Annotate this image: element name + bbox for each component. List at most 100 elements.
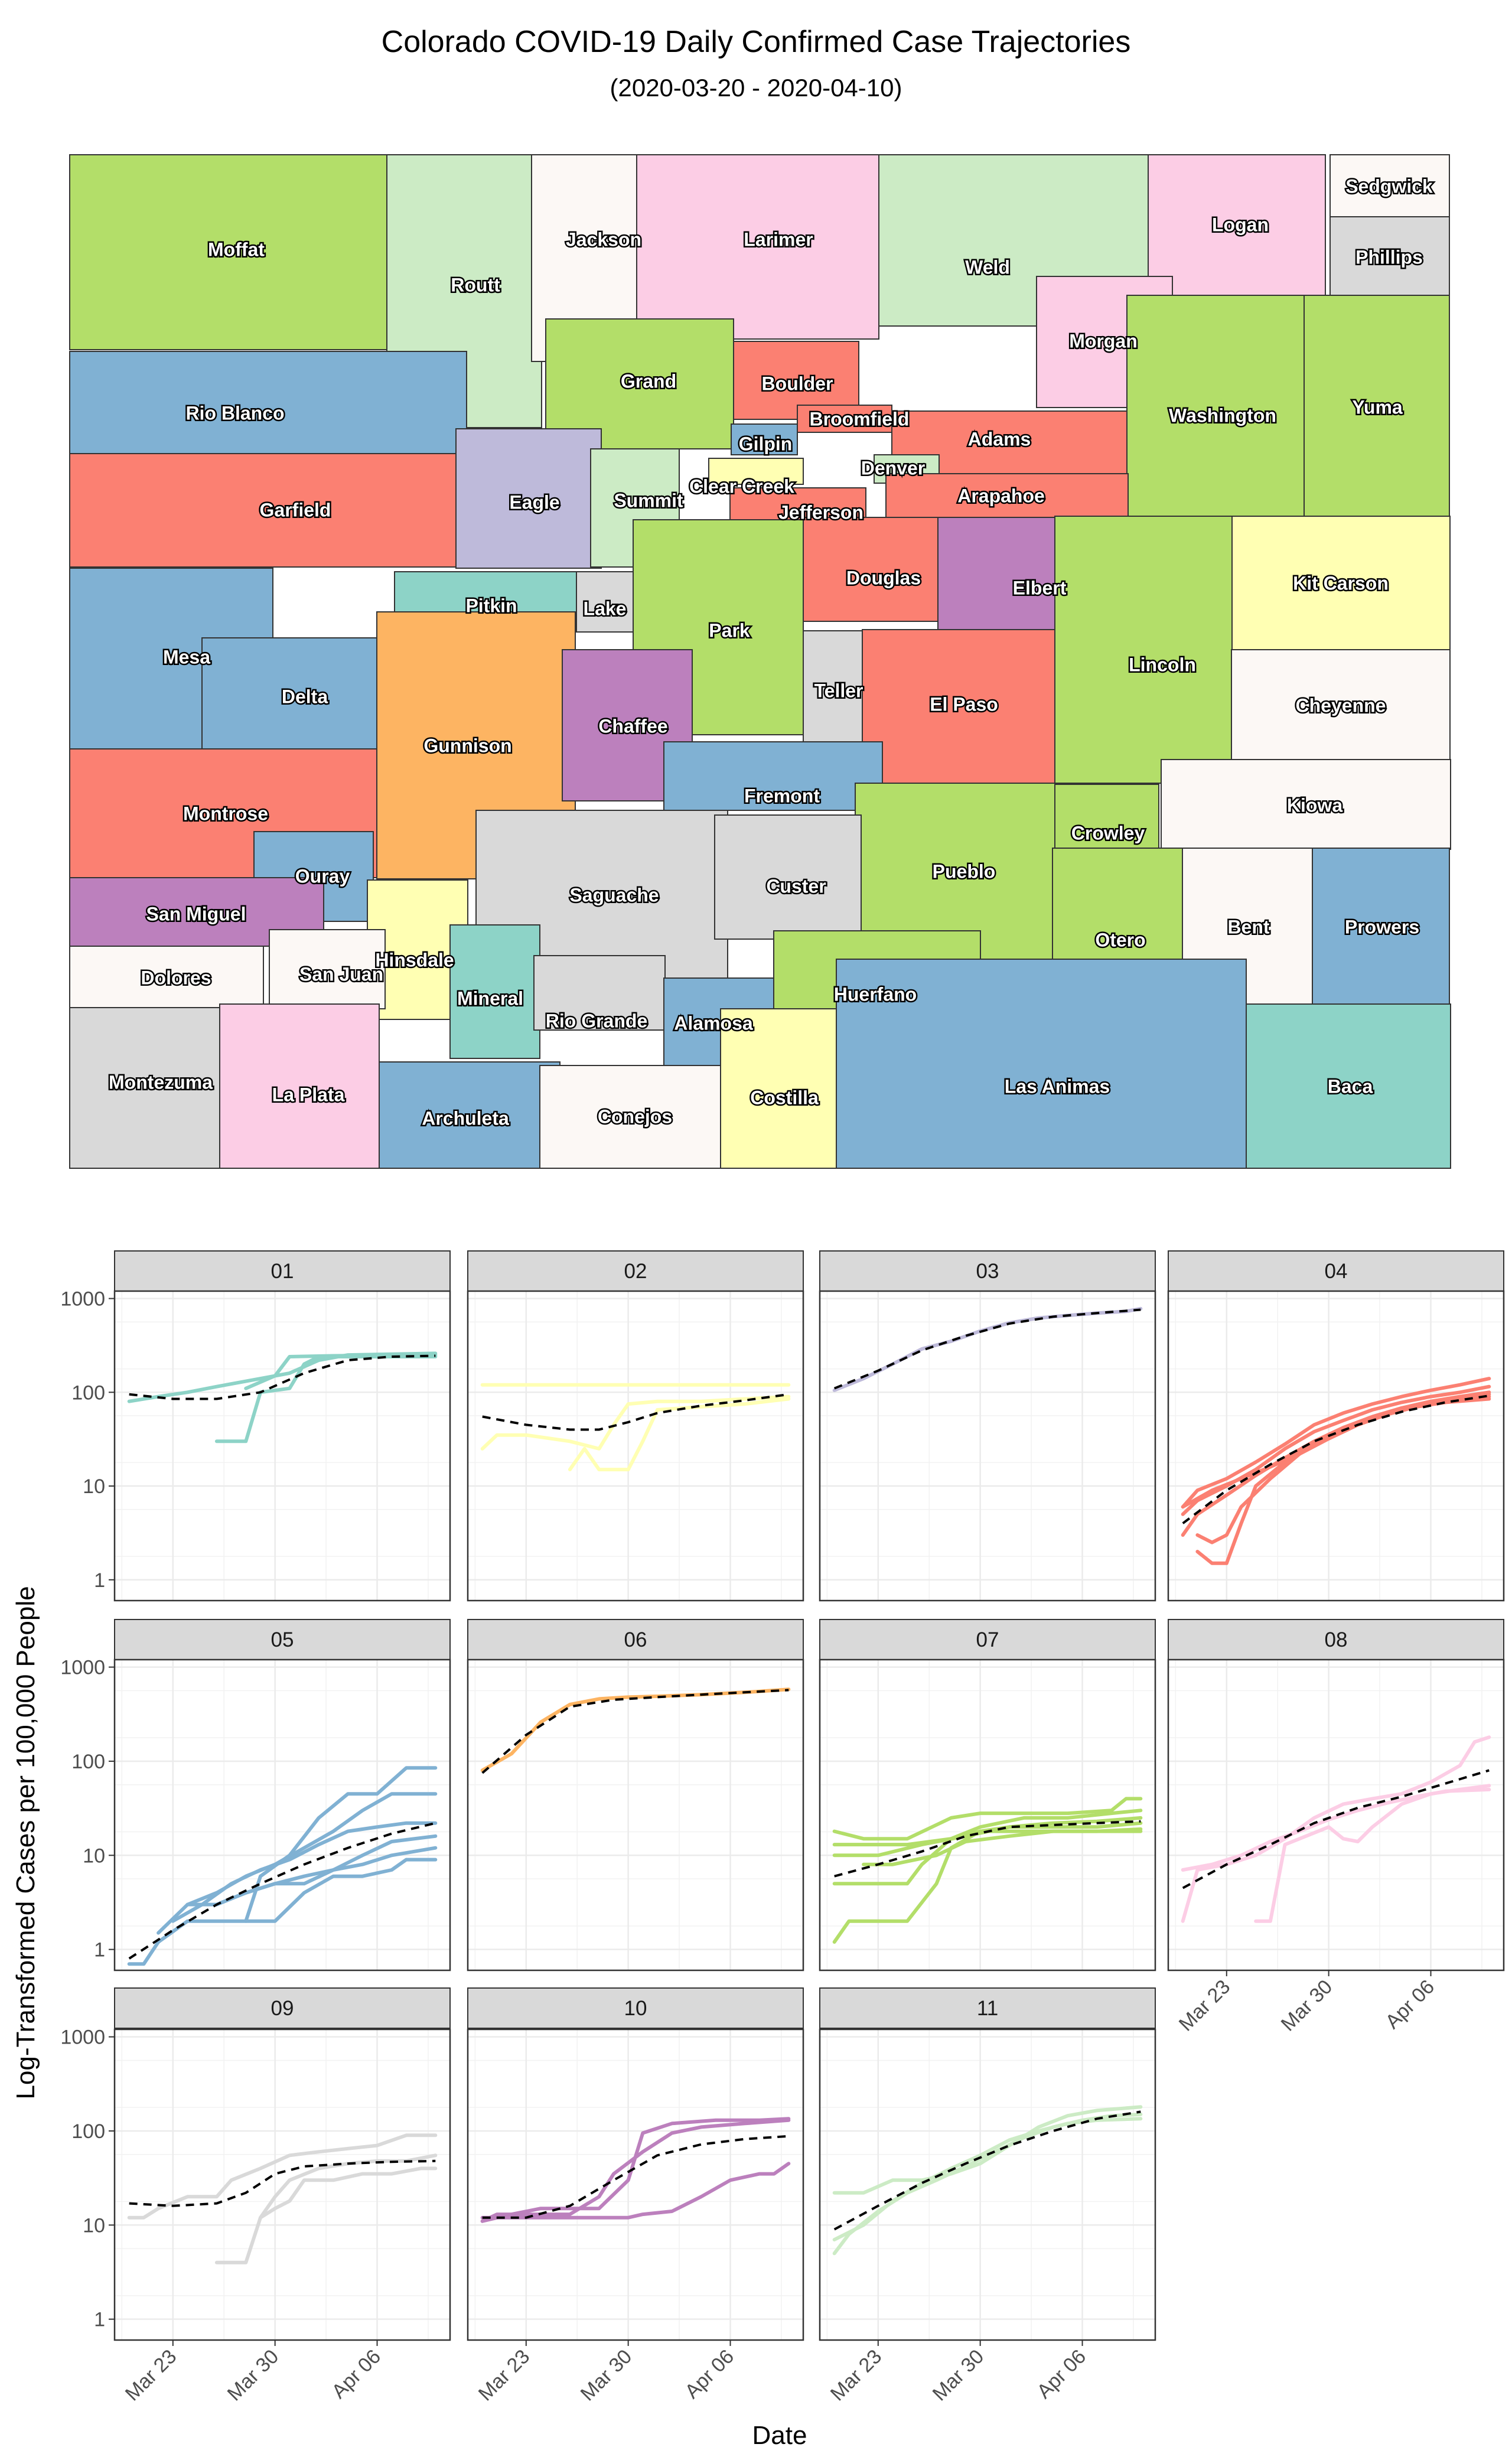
x-tick-label: Mar 23: [121, 2345, 181, 2406]
panel-border: [819, 1290, 1156, 1602]
county-map: Moffat Routt Jackson Larimer Weld Logan Sedgwi…: [69, 154, 1451, 1169]
x-axis-2-1: Mar 23 Mar 30 Apr 06: [474, 2340, 738, 2405]
county-label-san-miguel: San Miguel: [146, 903, 246, 924]
y-tick-label: 100: [71, 1751, 105, 1773]
county-label-rio-blanco: Rio Blanco: [185, 402, 284, 423]
mean-trend-02: [482, 1393, 789, 1431]
x-tick-label: Apr 06: [327, 2345, 385, 2403]
county-las-animas: [836, 959, 1247, 1169]
x-tick-label: Mar 23: [474, 2345, 535, 2406]
county-label-jackson: Jackson: [566, 229, 641, 250]
county-label-logan: Logan: [1212, 214, 1269, 235]
panel-07: 07: [819, 1619, 1156, 1972]
county-label-mineral: Mineral: [457, 988, 523, 1009]
series-line-05-2: [157, 1792, 438, 1935]
county-kiowa: [1161, 759, 1451, 850]
county-la-plata: [219, 1003, 380, 1169]
panel-border: [113, 1658, 451, 1972]
plot-area-02: [468, 1291, 803, 1601]
x-axis-1-3: Mar 23 Mar 30 Apr 06: [1175, 1970, 1439, 2035]
panel-09: 09 1 10 100 1000: [60, 1987, 451, 2341]
panel-02: 02: [467, 1250, 804, 1602]
county-larimer: [636, 154, 879, 340]
county-shapes: [69, 154, 1451, 1169]
y-tick-label: 1000: [60, 1288, 105, 1311]
county-garfield: [69, 453, 467, 568]
county-label-fremont: Fremont: [744, 785, 820, 806]
mean-trend-11: [833, 2110, 1141, 2231]
county-custer: [714, 814, 862, 940]
panel-border: [467, 1290, 804, 1602]
county-lake: [576, 571, 634, 633]
plot-area-04: [1168, 1291, 1504, 1601]
plot-area-06: [468, 1660, 803, 1970]
county-label-summit: Summit: [614, 490, 683, 511]
strip-label-06: 06: [624, 1628, 647, 1651]
series-line-01-3: [244, 1353, 438, 1390]
series-line-05-6: [244, 1858, 438, 1923]
county-cheyenne: [1231, 649, 1451, 760]
county-lincoln: [1054, 516, 1233, 784]
strip-03: [819, 1250, 1156, 1292]
panel-10: 10: [467, 1987, 804, 2341]
county-label-eagle: Eagle: [509, 491, 559, 513]
county-label-arapahoe: Arapahoe: [957, 485, 1045, 506]
county-clear-creek: [708, 458, 804, 485]
series-line-04-6: [1181, 1392, 1491, 1509]
panel-border: [1167, 1658, 1505, 1972]
county-label-prowers: Prowers: [1345, 916, 1419, 937]
series-line-02-3: [568, 1397, 791, 1472]
x-tick-label: Mar 30: [576, 2345, 637, 2406]
series-line-10-3: [480, 2162, 791, 2220]
plot-area-03: [820, 1291, 1155, 1601]
county-label-washington: Washington: [1169, 405, 1276, 426]
county-label-conejos: Conejos: [598, 1106, 672, 1127]
county-label-huerfano: Huerfano: [834, 983, 917, 1005]
strip-label-08: 08: [1325, 1628, 1348, 1651]
series-line-06-1: [480, 1687, 791, 1772]
mean-trend-04: [1182, 1394, 1490, 1524]
mean-trend-01: [129, 1354, 436, 1400]
plot-area-01: [115, 1291, 450, 1601]
county-label-saguache: Saguache: [569, 884, 659, 905]
mean-trend-10: [482, 2135, 789, 2219]
strip-08: [1168, 1619, 1504, 1660]
mean-trend-07: [834, 1820, 1141, 1878]
county-label-phillips: Phillips: [1355, 246, 1423, 268]
county-prowers: [1312, 848, 1450, 1005]
series-line-07-6: [862, 1827, 1143, 1866]
y-tick-label: 1: [94, 2309, 105, 2331]
county-label-delta: Delta: [282, 686, 328, 707]
county-label-gilpin: Gilpin: [739, 433, 793, 454]
county-label-denver: Denver: [861, 457, 926, 478]
series-line-04-1: [1181, 1377, 1491, 1509]
series-line-09-2: [214, 2153, 438, 2264]
series-line-11-1: [832, 2105, 1143, 2195]
y-axis-title: Log-Transformed Cases per 100,000 People: [11, 1586, 40, 2099]
y-tick-label: 1000: [60, 2026, 105, 2049]
y-tick-label: 1: [94, 1939, 105, 1961]
series-line-09-1: [127, 2133, 438, 2220]
county-label-alamosa: Alamosa: [674, 1012, 753, 1034]
county-label-kit-carson: Kit Carson: [1293, 572, 1389, 594]
panel-border: [467, 2028, 804, 2341]
county-label-park: Park: [709, 620, 750, 641]
strip-label-05: 05: [271, 1628, 294, 1651]
county-label-pitkin: Pitkin: [465, 595, 517, 616]
county-label-montezuma: Montezuma: [109, 1071, 213, 1093]
county-washington: [1126, 295, 1305, 517]
county-logan: [1148, 154, 1326, 296]
strip-09: [114, 1987, 451, 2029]
strip-06: [467, 1619, 804, 1660]
county-label-weld: Weld: [965, 256, 1010, 278]
plot-area-10: [468, 2029, 803, 2340]
county-label-kiowa: Kiowa: [1287, 794, 1342, 816]
y-tick-label: 10: [83, 1845, 105, 1867]
y-tick-label: 100: [71, 1381, 105, 1404]
county-label-clear-creek: Clear Creek: [689, 475, 794, 497]
strip-label-01: 01: [271, 1260, 294, 1283]
county-douglas: [793, 517, 939, 622]
county-archuleta: [379, 1061, 561, 1169]
strip-11: [819, 1987, 1156, 2029]
